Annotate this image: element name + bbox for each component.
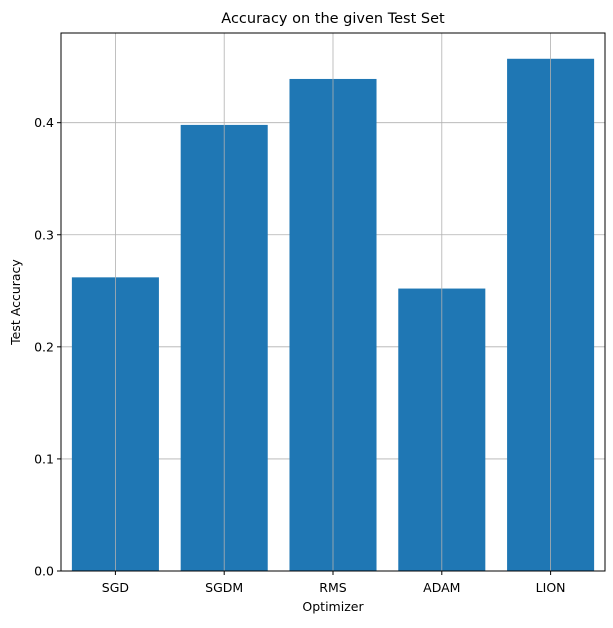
vertical-grid-layer [115, 33, 551, 571]
y-tick-label: 0.1 [34, 451, 54, 466]
y-tick-label: 0.4 [34, 115, 54, 130]
tick-layer: 0.0 0.1 0.2 0.3 0.4 SGD SGDM RMS ADAM LION [34, 115, 565, 595]
chart-title: Accuracy on the given Test Set [221, 11, 445, 27]
x-tick-label: ADAM [423, 580, 460, 595]
x-axis-label: Optimizer [302, 599, 364, 614]
y-tick-label: 0.0 [34, 564, 54, 579]
x-tick-label: SGD [102, 580, 129, 595]
y-axis-label: Test Accuracy [8, 259, 23, 346]
x-tick-label: LION [536, 580, 566, 595]
y-tick-label: 0.2 [34, 339, 54, 354]
x-tick-label: RMS [319, 580, 346, 595]
y-tick-label: 0.3 [34, 227, 54, 242]
x-tick-label: SGDM [205, 580, 243, 595]
